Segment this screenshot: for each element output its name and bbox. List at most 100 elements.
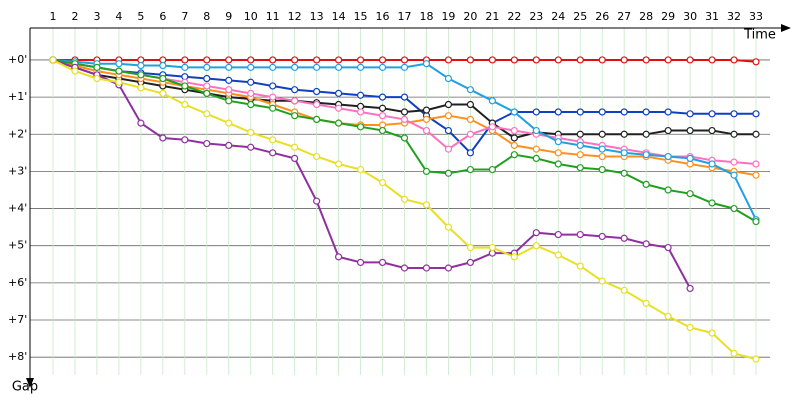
point bbox=[247, 100, 255, 109]
point bbox=[576, 56, 584, 64]
point bbox=[181, 82, 189, 90]
point bbox=[532, 242, 540, 250]
point bbox=[115, 78, 123, 86]
point bbox=[686, 56, 694, 64]
point bbox=[620, 108, 628, 116]
point bbox=[686, 190, 694, 198]
y-tick-label: +7' bbox=[8, 313, 27, 326]
x-tick-label: 25 bbox=[573, 10, 587, 23]
point bbox=[247, 63, 255, 71]
x-tick-label: 5 bbox=[137, 10, 144, 23]
point bbox=[400, 56, 409, 64]
point bbox=[466, 86, 475, 94]
point bbox=[466, 258, 475, 267]
x-tick-label: 19 bbox=[441, 10, 455, 23]
series-line bbox=[52, 59, 691, 289]
point bbox=[510, 141, 518, 150]
point bbox=[137, 71, 145, 79]
point bbox=[664, 56, 672, 64]
point bbox=[378, 126, 387, 135]
point bbox=[730, 349, 738, 358]
point bbox=[642, 240, 650, 248]
point bbox=[752, 58, 760, 66]
point bbox=[378, 104, 387, 112]
point bbox=[115, 67, 123, 75]
point bbox=[422, 115, 431, 123]
x-tick-label: 11 bbox=[266, 10, 280, 23]
x-tick-label: 31 bbox=[705, 10, 719, 23]
x-tick-label: 24 bbox=[551, 10, 565, 23]
point bbox=[664, 312, 672, 320]
point bbox=[422, 126, 431, 135]
point bbox=[400, 134, 409, 142]
x-tick-label: 28 bbox=[639, 10, 653, 23]
point bbox=[620, 56, 628, 64]
point bbox=[181, 63, 189, 71]
point bbox=[554, 138, 562, 146]
point bbox=[576, 151, 584, 159]
point bbox=[137, 61, 145, 70]
point bbox=[708, 126, 716, 135]
point bbox=[466, 165, 475, 174]
point bbox=[269, 136, 277, 144]
x-axis-label: Time bbox=[743, 28, 776, 43]
point bbox=[378, 112, 387, 120]
point bbox=[334, 253, 343, 261]
point bbox=[730, 171, 738, 179]
point bbox=[620, 286, 628, 294]
point bbox=[598, 130, 606, 138]
point bbox=[752, 217, 760, 226]
point bbox=[313, 87, 321, 96]
point bbox=[356, 165, 365, 174]
point bbox=[598, 108, 606, 116]
point bbox=[247, 143, 255, 151]
point bbox=[686, 154, 694, 163]
x-arrow bbox=[781, 24, 791, 32]
point bbox=[488, 97, 496, 105]
point bbox=[752, 355, 760, 363]
point bbox=[400, 63, 409, 71]
point bbox=[356, 63, 365, 71]
x-tick-label: 12 bbox=[288, 10, 302, 23]
point bbox=[225, 97, 233, 105]
point bbox=[642, 299, 650, 307]
point bbox=[466, 115, 475, 123]
point bbox=[554, 149, 562, 157]
point bbox=[225, 56, 233, 64]
y-tick-label: +2' bbox=[8, 127, 27, 140]
point bbox=[730, 56, 738, 64]
point bbox=[444, 126, 453, 135]
x-tick-label: 20 bbox=[463, 10, 477, 23]
point bbox=[334, 119, 343, 127]
point bbox=[181, 100, 189, 109]
point bbox=[488, 165, 496, 174]
point bbox=[269, 93, 277, 101]
point bbox=[686, 126, 694, 135]
point bbox=[620, 130, 628, 138]
point bbox=[730, 130, 738, 138]
point bbox=[378, 56, 387, 64]
point bbox=[510, 253, 518, 261]
x-tick-label: 33 bbox=[749, 10, 763, 23]
point bbox=[422, 106, 431, 114]
point bbox=[642, 130, 650, 138]
point bbox=[334, 56, 343, 64]
point bbox=[93, 74, 101, 83]
point bbox=[203, 139, 211, 148]
x-tick-label: 32 bbox=[727, 10, 741, 23]
point bbox=[598, 152, 606, 161]
y-tick-label: +0' bbox=[8, 53, 27, 66]
point bbox=[313, 56, 321, 64]
x-tick-label: 10 bbox=[244, 10, 258, 23]
point bbox=[203, 89, 211, 97]
point bbox=[247, 89, 255, 97]
point bbox=[400, 195, 409, 203]
point bbox=[444, 169, 453, 177]
point bbox=[576, 130, 584, 138]
x-tick-label: 26 bbox=[595, 10, 609, 23]
point bbox=[664, 108, 672, 116]
point bbox=[664, 152, 672, 161]
x-tick-label: 13 bbox=[310, 10, 324, 23]
x-tick-label: 27 bbox=[617, 10, 631, 23]
